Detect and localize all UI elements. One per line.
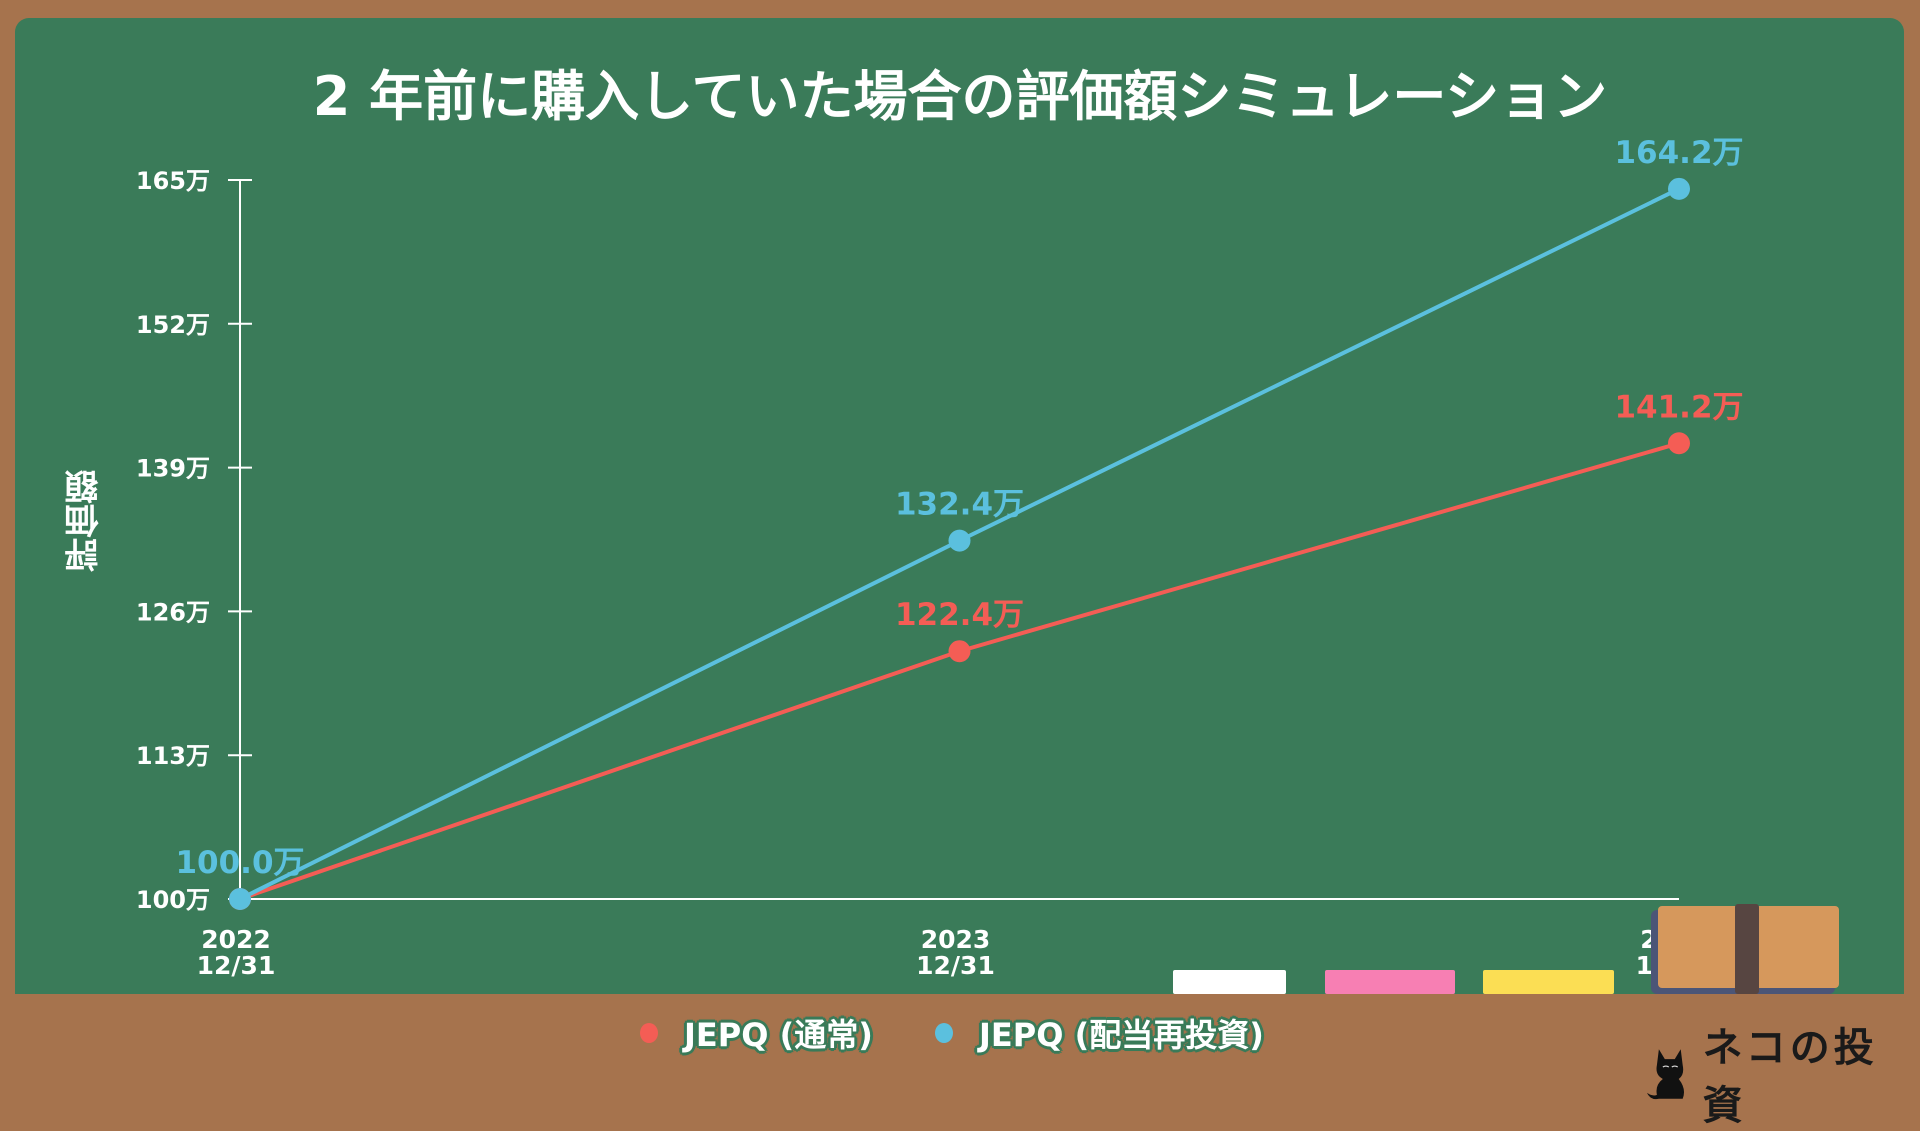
data-point [229,888,251,910]
data-label: 100.0万 [175,845,304,881]
y-tick-label: 165万 [136,167,210,195]
x-tick-label: 2023 [921,925,991,954]
legend-dot-red [640,1023,658,1043]
logo: ネコの投資 [1645,1015,1920,1131]
y-tick-label: 100万 [136,886,210,914]
data-label: 141.2万 [1614,389,1743,425]
black-cat-icon [1646,1049,1685,1100]
data-label: 164.2万 [1614,135,1743,171]
y-tick-label: 139万 [136,455,210,483]
yellow-chalk [1483,970,1614,994]
legend-item-reinvest: JEPQ (配当再投資) [935,1010,1264,1056]
blackboard [15,18,1904,994]
data-point [948,529,971,552]
x-tick-label: 12/31 [916,951,995,980]
data-point [1668,432,1690,455]
blackboard-eraser-icon [1651,904,1839,994]
data-label: 132.4万 [895,487,1024,523]
legend: JEPQ (通常) JEPQ (配当再投資) [0,1010,1920,1054]
legend-label: JEPQ (配当再投資) [979,1016,1264,1054]
white-chalk [1173,970,1286,994]
y-tick-label: 126万 [136,598,210,626]
chart-title: 2 年前に購入していた場合の評価額シミュレーション [312,65,1608,128]
y-tick-label: 152万 [136,311,210,339]
data-label: 122.4万 [895,597,1024,633]
x-tick-label: 2022 [201,925,271,954]
y-tick-label: 113万 [136,742,210,770]
legend-label: JEPQ (通常) [684,1016,873,1054]
legend-dot-blue [935,1023,953,1043]
logo-text: ネコの投資 [1702,1025,1878,1129]
x-tick-label: 12/31 [197,951,276,980]
pink-chalk [1325,970,1455,994]
line-chart: 100万113万126万139万152万165万202212/31202312/… [136,135,1744,980]
data-point [1668,177,1690,200]
data-point [948,640,971,663]
legend-item-normal: JEPQ (通常) [640,1010,873,1056]
